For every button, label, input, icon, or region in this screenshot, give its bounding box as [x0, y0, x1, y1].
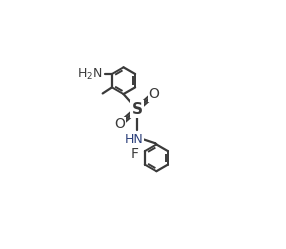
Text: O: O — [148, 87, 159, 101]
Text: H$_2$N: H$_2$N — [77, 66, 102, 81]
Text: S: S — [131, 102, 142, 117]
Text: F: F — [131, 147, 139, 161]
Text: O: O — [114, 118, 125, 131]
Text: HN: HN — [125, 133, 143, 146]
